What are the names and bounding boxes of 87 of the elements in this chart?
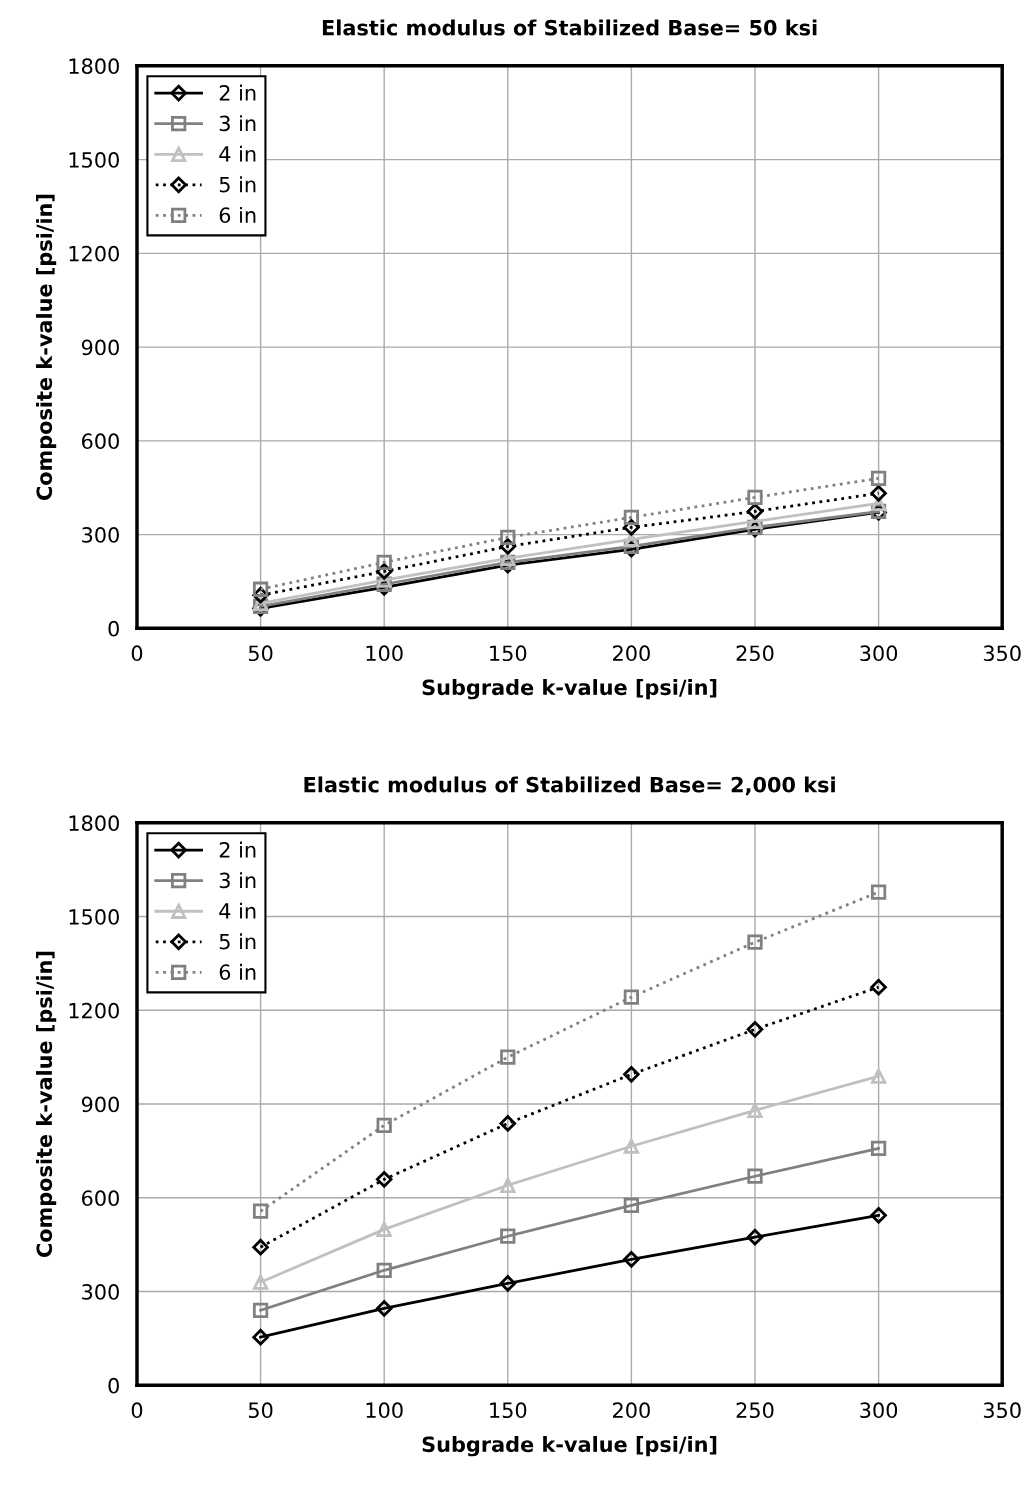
point bbox=[747, 513, 763, 530]
point bbox=[870, 1068, 887, 1084]
y-axis-title: Composite k-value [psi/in] bbox=[36, 194, 57, 501]
point bbox=[500, 1177, 516, 1193]
point bbox=[870, 470, 887, 486]
point bbox=[252, 581, 269, 597]
point bbox=[623, 1066, 640, 1083]
point bbox=[252, 1203, 269, 1219]
point bbox=[499, 1115, 517, 1132]
point bbox=[870, 485, 887, 502]
y-axis-title: Composite k-value [psi/in] bbox=[36, 951, 57, 1258]
point bbox=[375, 1171, 393, 1188]
point bbox=[252, 1302, 269, 1318]
point bbox=[500, 1049, 516, 1065]
point bbox=[376, 1221, 392, 1237]
point bbox=[499, 1275, 517, 1292]
y-tick-label: 1800 bbox=[69, 58, 119, 75]
point bbox=[252, 1238, 269, 1256]
point bbox=[870, 978, 887, 996]
x-tick-label: 150 bbox=[490, 1402, 527, 1419]
legend-label: 3 in bbox=[219, 115, 256, 132]
point bbox=[746, 503, 764, 520]
x-tick-label: 200 bbox=[613, 645, 650, 662]
point bbox=[870, 1207, 887, 1224]
point bbox=[376, 554, 392, 571]
point bbox=[747, 1102, 763, 1118]
legend-label: 5 in bbox=[219, 176, 256, 193]
x-tick-label: 250 bbox=[736, 645, 774, 662]
x-tick-label: 300 bbox=[860, 1402, 898, 1419]
point bbox=[623, 1197, 640, 1213]
point bbox=[747, 489, 763, 506]
point bbox=[747, 1168, 763, 1184]
x-tick-label: 50 bbox=[248, 645, 273, 662]
y-tick-label: 1500 bbox=[69, 909, 119, 925]
x-tick-label: 350 bbox=[983, 1402, 1021, 1419]
x-tick-label: 300 bbox=[860, 645, 898, 662]
point bbox=[870, 1140, 887, 1157]
x-axis-title: Subgrade k-value [psi/in] bbox=[422, 679, 717, 700]
legend-label: 6 in bbox=[219, 963, 256, 980]
x-tick-label: 350 bbox=[983, 645, 1021, 662]
point bbox=[870, 884, 887, 900]
legend-label: 4 in bbox=[219, 902, 256, 919]
y-tick-label: 1200 bbox=[69, 1002, 119, 1019]
y-tick-label: 1500 bbox=[69, 152, 119, 168]
x-tick-label: 100 bbox=[366, 1402, 403, 1419]
y-tick-label: 0 bbox=[108, 1377, 119, 1394]
legend-label: 3 in bbox=[219, 872, 256, 889]
y-tick-label: 600 bbox=[82, 433, 119, 450]
point bbox=[376, 1117, 392, 1133]
point bbox=[252, 1328, 269, 1346]
y-tick-label: 900 bbox=[81, 1096, 119, 1113]
y-tick-label: 600 bbox=[82, 1190, 119, 1207]
x-tick-label: 0 bbox=[131, 645, 143, 662]
point bbox=[500, 1228, 516, 1244]
x-tick-label: 250 bbox=[736, 1402, 774, 1419]
x-tick-label: 0 bbox=[131, 1402, 143, 1419]
y-tick-label: 1200 bbox=[69, 245, 119, 262]
legend-label: 4 in bbox=[219, 145, 256, 162]
point bbox=[376, 1262, 392, 1278]
y-tick-label: 300 bbox=[82, 527, 119, 543]
x-tick-label: 50 bbox=[248, 1402, 273, 1419]
legend-label: 2 in bbox=[219, 841, 256, 858]
point bbox=[623, 1251, 640, 1268]
point bbox=[252, 1274, 269, 1290]
x-tick-label: 100 bbox=[366, 645, 403, 662]
point bbox=[623, 989, 640, 1005]
legend-label: 5 in bbox=[219, 933, 256, 950]
x-axis-title: Subgrade k-value [psi/in] bbox=[422, 1436, 717, 1457]
point bbox=[623, 1138, 640, 1154]
point bbox=[500, 529, 516, 546]
point bbox=[375, 1300, 393, 1317]
point bbox=[746, 1021, 764, 1038]
y-tick-label: 900 bbox=[81, 339, 119, 356]
point bbox=[746, 1228, 764, 1246]
point bbox=[747, 934, 763, 950]
chart-title: Elastic modulus of Stabilized Base= 2,000 ksi bbox=[304, 776, 835, 796]
x-tick-label: 150 bbox=[490, 645, 527, 662]
legend-label: 2 in bbox=[219, 84, 256, 101]
chart-title: Elastic modulus of Stabilized Base= 50 ksi bbox=[322, 19, 817, 36]
y-tick-label: 1800 bbox=[69, 815, 119, 832]
legend-label: 6 in bbox=[219, 206, 256, 224]
x-tick-label: 200 bbox=[613, 1402, 650, 1419]
point bbox=[870, 495, 887, 511]
point bbox=[623, 531, 640, 547]
y-tick-label: 300 bbox=[82, 1284, 119, 1300]
y-tick-label: 0 bbox=[108, 620, 119, 637]
point bbox=[623, 509, 640, 526]
